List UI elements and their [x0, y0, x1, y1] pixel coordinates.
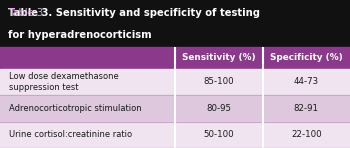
Text: for hyperadrenocorticism: for hyperadrenocorticism [8, 30, 151, 40]
Bar [0, 122, 350, 148]
Text: 85-100: 85-100 [203, 77, 234, 86]
Text: Adrenocorticotropic stimulation: Adrenocorticotropic stimulation [9, 104, 141, 113]
Text: Sensitivity (%): Sensitivity (%) [182, 53, 256, 62]
Bar [0, 69, 350, 95]
Text: 50-100: 50-100 [203, 130, 234, 139]
Text: Table 3. Sensitivity and specificity of testing: Table 3. Sensitivity and specificity of … [8, 8, 260, 18]
Text: Low dose dexamethasone
suppression test: Low dose dexamethasone suppression test [9, 71, 119, 92]
Bar [0, 95, 350, 122]
Bar [0, 0, 350, 47]
Text: Urine cortisol:creatinine ratio: Urine cortisol:creatinine ratio [9, 130, 132, 139]
Text: 82-91: 82-91 [294, 104, 319, 113]
Text: 44-73: 44-73 [294, 77, 319, 86]
Text: Table 3.: Table 3. [8, 8, 49, 18]
Bar [0, 47, 350, 69]
Text: Specificity (%): Specificity (%) [270, 53, 343, 62]
Text: 22-100: 22-100 [291, 130, 322, 139]
Text: 80-95: 80-95 [206, 104, 231, 113]
